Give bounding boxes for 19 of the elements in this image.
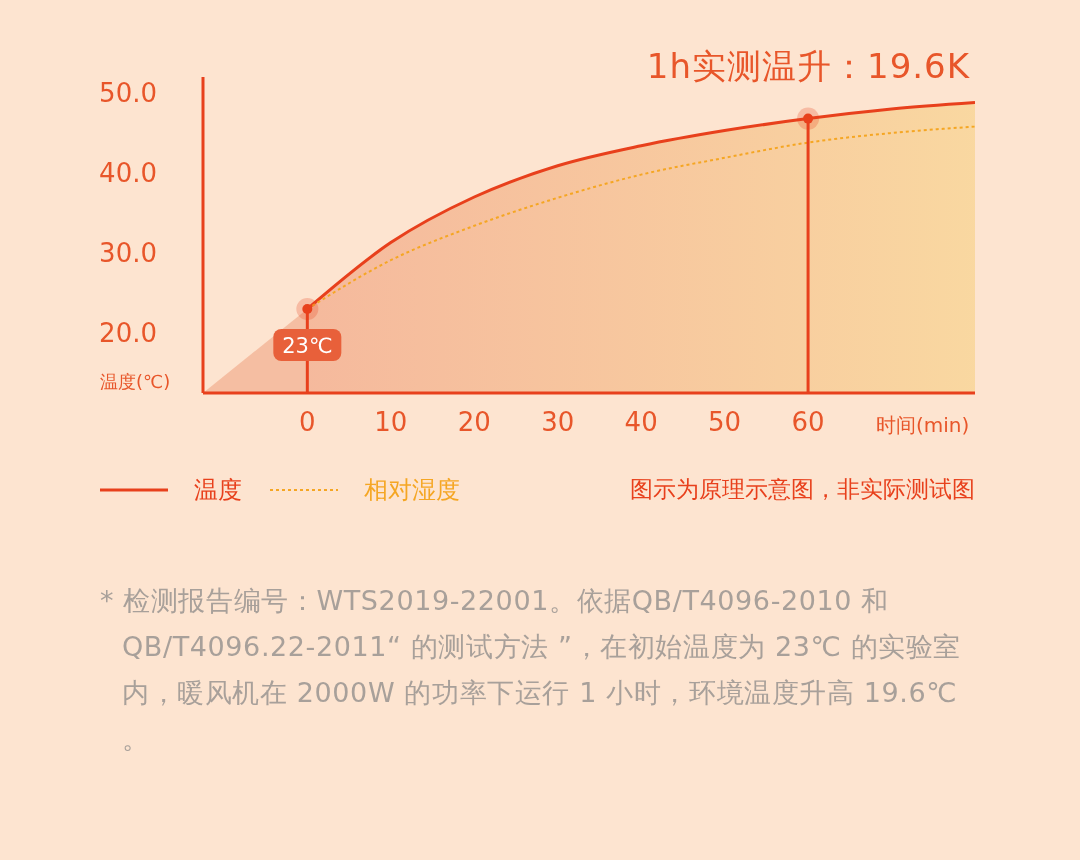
- x-axis-title: 时间(min): [876, 412, 970, 439]
- x-tick-label: 60: [791, 407, 825, 438]
- y-tick-label: 20.0: [99, 318, 157, 349]
- annotation: 1h实测温升：19.6K: [646, 45, 970, 88]
- legend-label: 相对湿度: [364, 475, 460, 506]
- y-axis-title: 温度(℃): [100, 370, 171, 394]
- x-tick-label: 30: [541, 407, 575, 438]
- y-tick-label: 50.0: [99, 78, 157, 109]
- y-tick-label: 30.0: [99, 238, 157, 269]
- x-tick-label: 40: [624, 407, 658, 438]
- annotation: 23℃: [282, 334, 333, 358]
- y-tick-label: 40.0: [99, 158, 157, 189]
- text: 图示为原理示意图，非实际测试图: [630, 475, 975, 504]
- x-tick-label: 0: [299, 407, 316, 438]
- legend-label: 温度: [194, 475, 242, 506]
- x-tick-label: 50: [708, 407, 742, 438]
- text: * 检测报告编号：WTS2019-22001。依据QB/T4096-2010 和 QB/T4096.22-2011“ 的测试方法 ”，在初始温度为 23℃ 的实验室内，暖风机在 2000W 的功率下运行 1 小时，环境温度升高 19.6℃ 。: [100, 584, 963, 756]
- x-tick-label: 20: [457, 407, 491, 438]
- x-tick-label: 10: [374, 407, 408, 438]
